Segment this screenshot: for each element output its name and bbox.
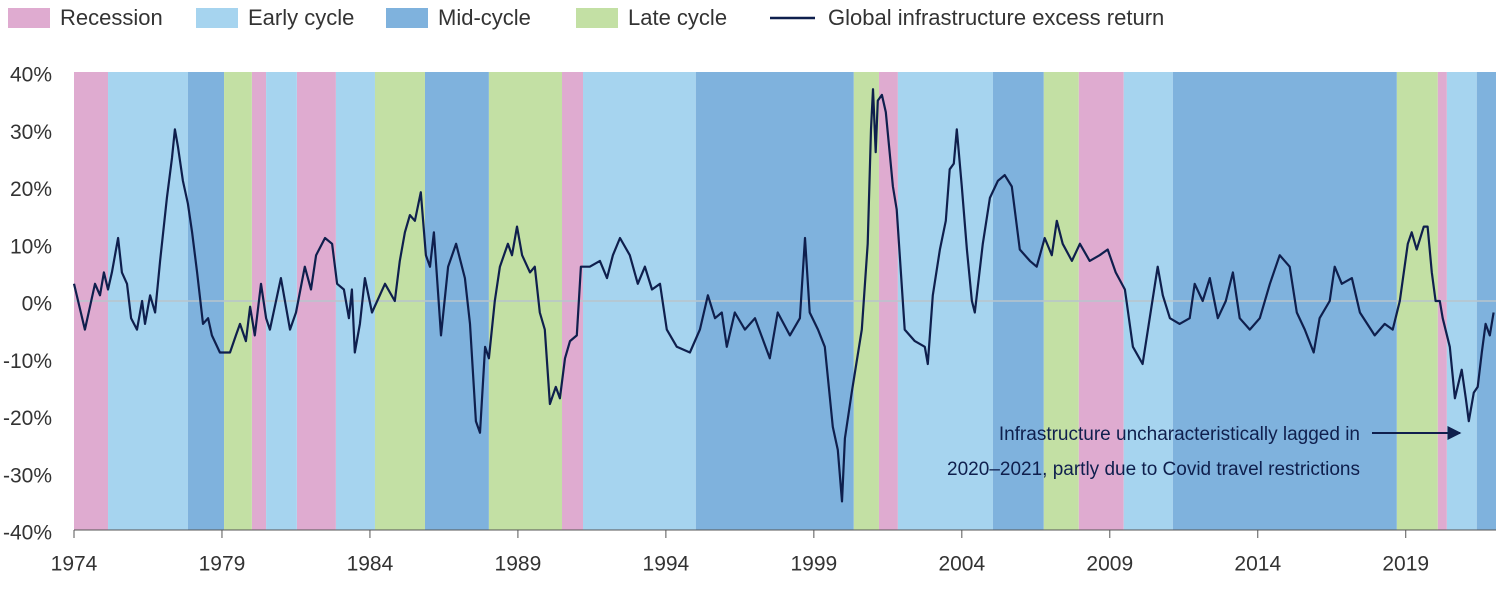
legend-swatch (8, 8, 50, 28)
x-tick-label: 2004 (938, 553, 985, 576)
legend-label: Recession (60, 5, 163, 30)
annotation: Infrastructure uncharacteristically lagg… (999, 424, 1360, 445)
x-tick-label: 1979 (199, 553, 246, 576)
x-tick-label: 1989 (495, 553, 542, 576)
legend-label: Global infrastructure excess return (828, 5, 1164, 30)
legend: Recession Early cycle Mid-cycle Late cycle G… (8, 5, 1164, 30)
y-tick-label: 40% (10, 64, 52, 87)
axes: -40% -30% -20% -10% 0% 10% 20% 30% 40% 1974 1979 19… (3, 64, 1496, 576)
legend-label: Mid-cycle (438, 5, 531, 30)
x-tick-label: 2014 (1234, 553, 1281, 576)
legend-swatch (386, 8, 428, 28)
series-line (72, 88, 1495, 503)
y-tick-label: 0% (22, 293, 52, 316)
x-tick-label: 1999 (790, 553, 837, 576)
y-tick-label: 10% (10, 235, 52, 258)
y-tick-label: -40% (3, 522, 52, 545)
x-tick-label: 1984 (347, 553, 394, 576)
legend-label: Early cycle (248, 5, 354, 30)
x-tick-label: 1974 (51, 553, 98, 576)
legend-label: Late cycle (628, 5, 727, 30)
x-tick-label: 1994 (643, 553, 690, 576)
legend-swatch (196, 8, 238, 28)
y-tick-label: 30% (10, 121, 52, 144)
x-tick-label: 2009 (1086, 553, 1133, 576)
x-tick-label: 2019 (1382, 553, 1429, 576)
y-tick-label: 20% (10, 178, 52, 201)
annotation: 2020–2021, partly due to Covid travel re… (947, 459, 1360, 480)
y-tick-label: -10% (3, 350, 52, 373)
y-tick-label: -30% (3, 464, 52, 487)
y-tick-label: -20% (3, 407, 52, 430)
lines (72, 88, 1495, 503)
legend-swatch (576, 8, 618, 28)
